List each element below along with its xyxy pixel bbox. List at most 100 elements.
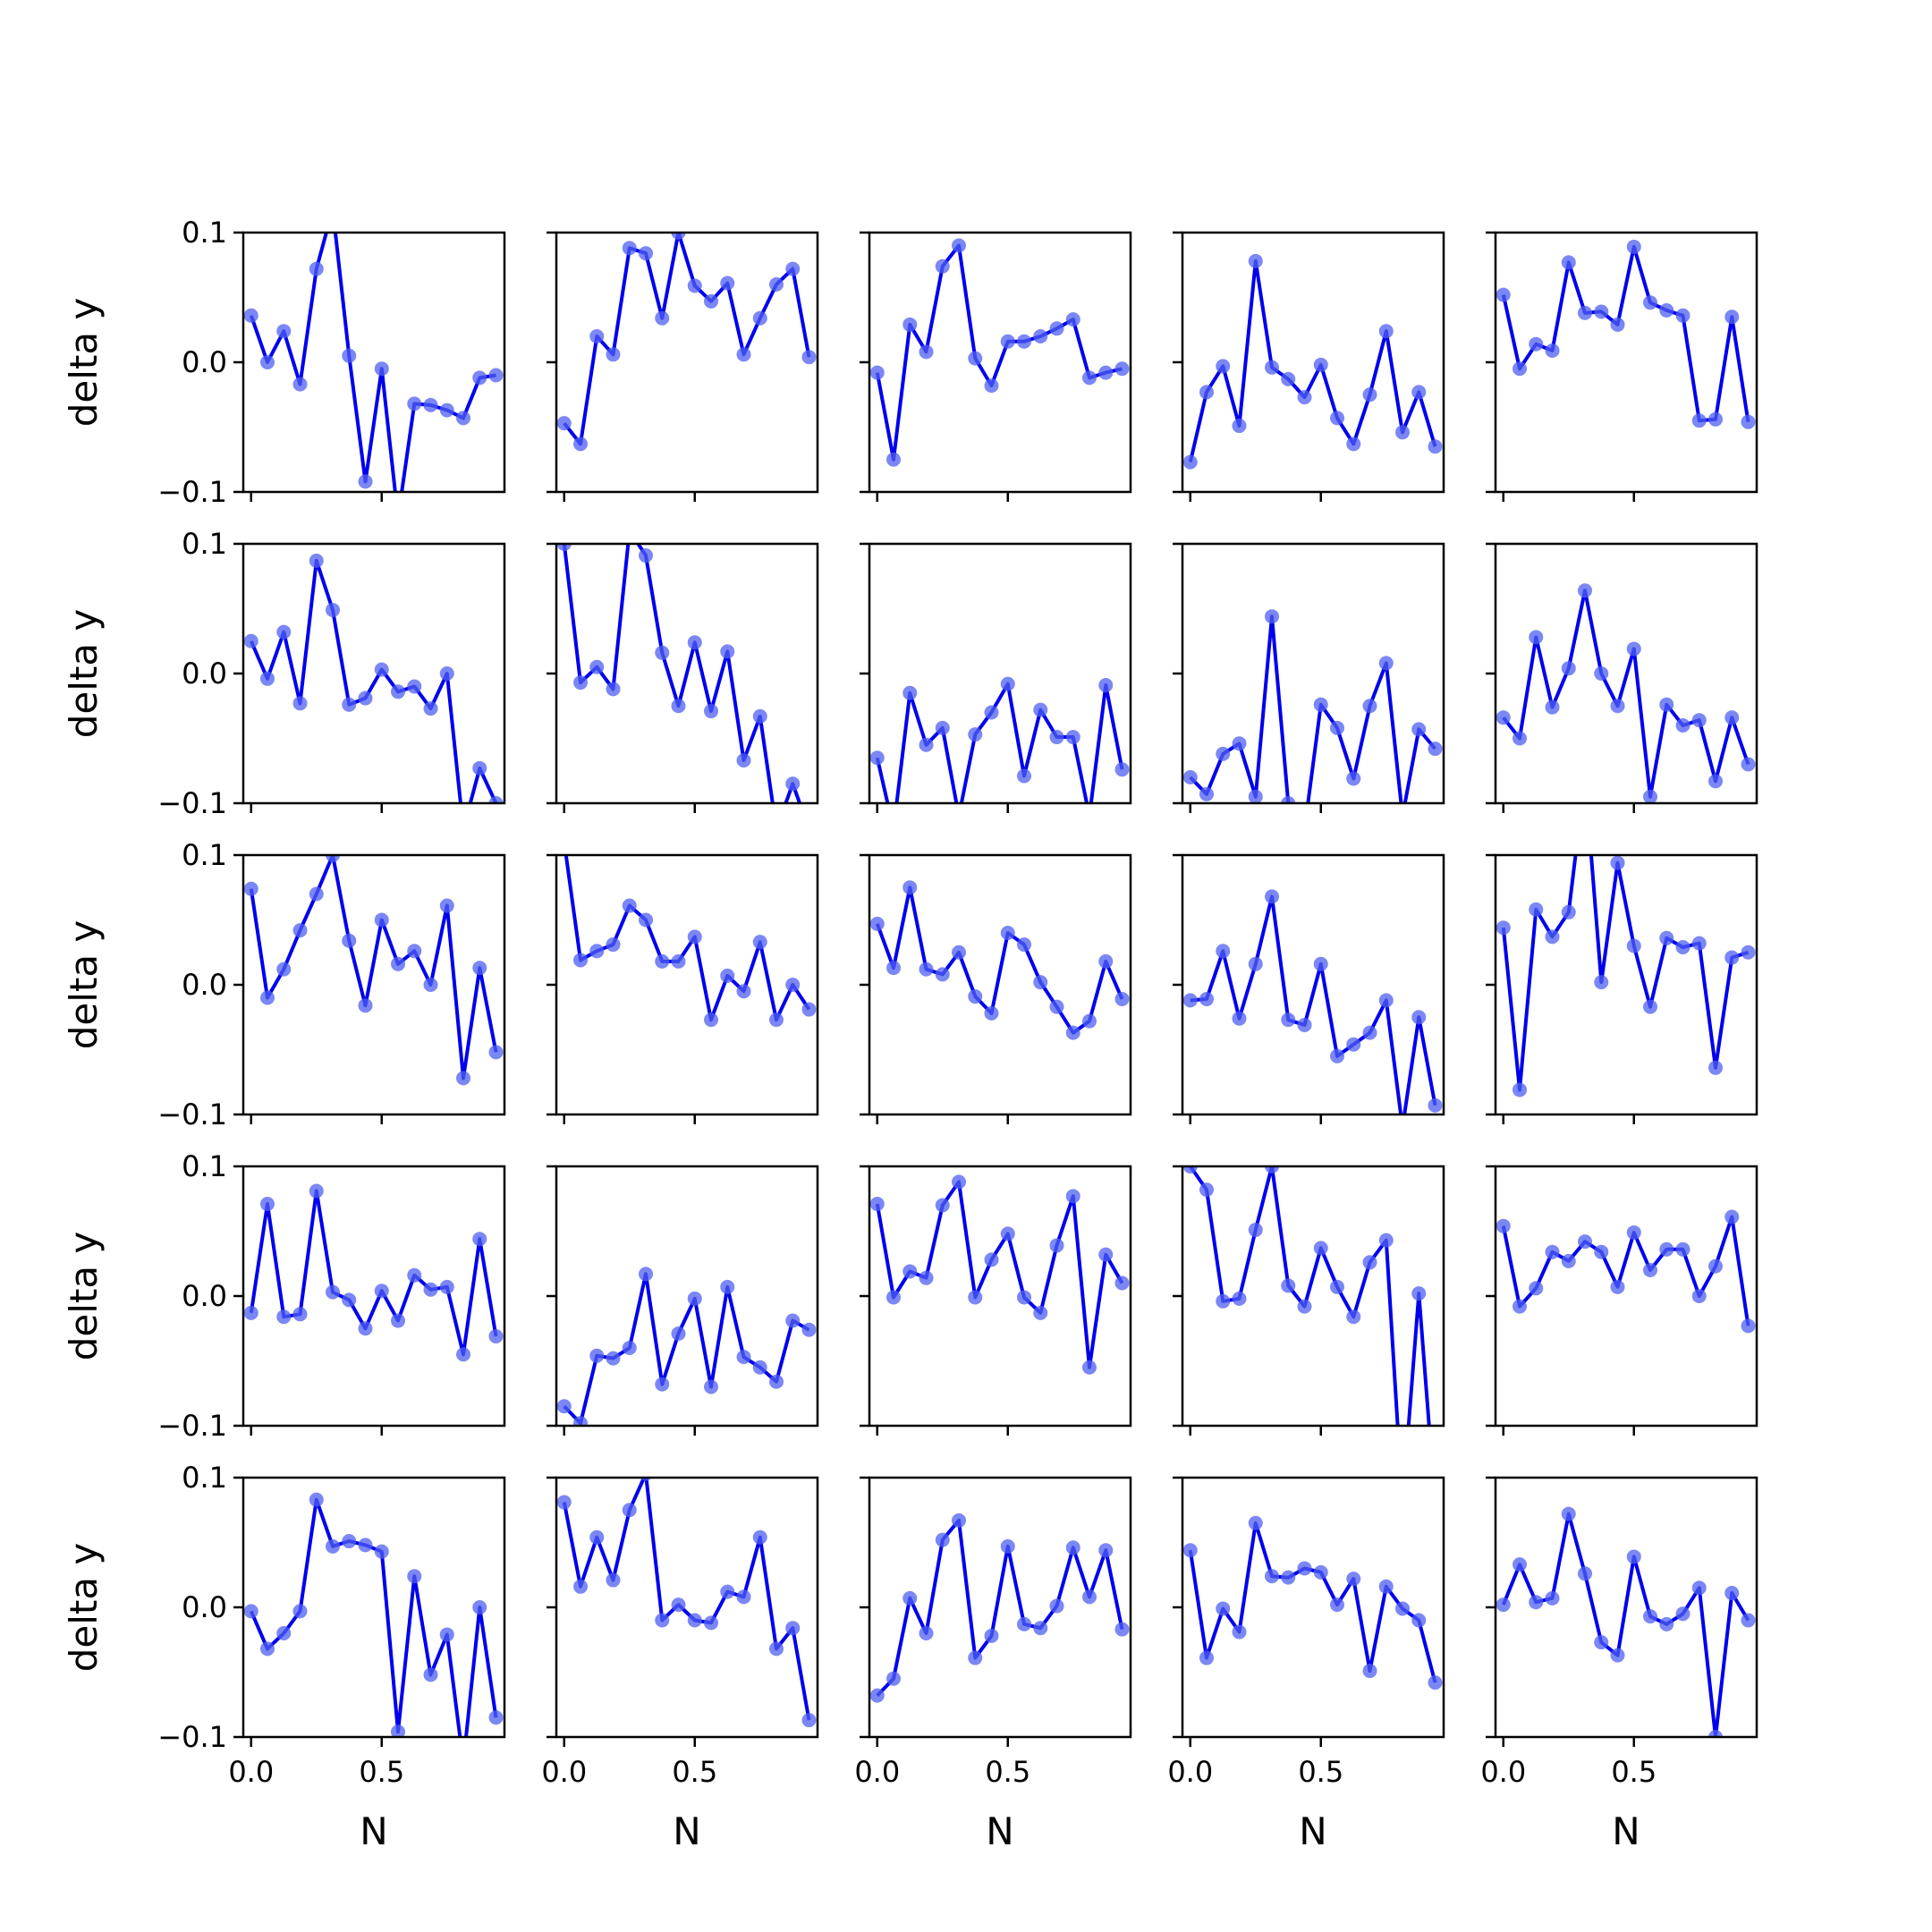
data-point	[720, 1279, 735, 1294]
data-point	[1428, 439, 1443, 454]
data-point	[687, 635, 702, 650]
data-point	[1232, 1291, 1247, 1306]
data-point	[902, 685, 918, 700]
data-point	[472, 760, 487, 775]
data-point	[769, 822, 784, 836]
data-point	[1428, 1496, 1443, 1511]
y-tick-label: 0.1	[182, 527, 227, 561]
data-point	[556, 1495, 572, 1510]
data-point	[589, 1530, 605, 1545]
data-point	[374, 912, 389, 928]
data-point	[488, 1710, 504, 1725]
series-line	[1189, 1166, 1431, 1426]
data-point	[752, 310, 767, 326]
data-point	[276, 624, 292, 640]
data-point	[606, 1351, 621, 1366]
data-point	[391, 511, 405, 525]
data-point	[968, 1290, 983, 1305]
data-point	[1724, 1209, 1740, 1224]
series-group	[243, 1492, 504, 1737]
data-point	[1513, 1299, 1528, 1314]
panel-frame	[242, 542, 506, 805]
data-point	[374, 1284, 389, 1299]
data-point	[1675, 718, 1690, 733]
data-point	[1411, 1613, 1427, 1628]
data-point	[952, 1513, 967, 1528]
panel-r1-c1	[547, 542, 819, 836]
data-point	[1578, 1566, 1593, 1581]
data-point	[1000, 1538, 1015, 1554]
data-point	[1330, 411, 1345, 426]
data-point	[1298, 822, 1312, 836]
data-point	[1232, 1624, 1247, 1640]
data-point	[1561, 904, 1576, 919]
data-point	[1065, 312, 1080, 327]
data-point	[687, 278, 702, 293]
data-point	[391, 1313, 406, 1328]
data-point	[655, 310, 670, 326]
x-axis-label: N	[1299, 1809, 1326, 1853]
data-point	[1395, 1496, 1410, 1511]
series-group	[869, 1513, 1130, 1703]
data-point	[1362, 1255, 1377, 1270]
data-point	[869, 1688, 885, 1703]
data-point	[1049, 1598, 1064, 1614]
data-point	[769, 277, 784, 292]
data-point	[1513, 1557, 1528, 1572]
data-point	[439, 666, 454, 681]
data-point	[1626, 239, 1641, 254]
data-point	[1082, 809, 1097, 824]
data-point	[1232, 736, 1247, 751]
data-point	[1529, 1281, 1544, 1296]
data-point	[902, 1590, 918, 1606]
data-point	[1378, 324, 1394, 339]
series-line	[563, 233, 811, 446]
data-point	[869, 750, 885, 766]
data-point	[309, 553, 324, 568]
data-point	[326, 602, 341, 617]
data-point	[886, 452, 902, 467]
x-axis-label: N	[360, 1809, 387, 1853]
y-axis-label: delta y	[62, 1543, 106, 1673]
data-point	[1017, 1616, 1032, 1631]
data-point	[243, 633, 258, 648]
data-point	[1248, 1223, 1263, 1238]
data-point	[1033, 1621, 1048, 1636]
panel-r0-c2	[860, 231, 1132, 502]
data-point	[1216, 359, 1231, 374]
data-point	[243, 308, 258, 323]
series-line	[1501, 1215, 1750, 1326]
panel-frame	[1181, 853, 1445, 1116]
data-point	[1033, 702, 1048, 717]
data-point	[1675, 308, 1690, 323]
x-axis-label: N	[986, 1809, 1013, 1853]
series-line	[249, 1497, 498, 1737]
data-point	[968, 989, 983, 1004]
data-point	[292, 1604, 308, 1619]
data-point	[1561, 661, 1576, 676]
series-group	[1496, 1506, 1756, 1737]
data-point	[1610, 1648, 1625, 1663]
data-point	[687, 1613, 702, 1628]
data-point	[260, 1641, 275, 1657]
y-tick-label: −0.1	[157, 1720, 227, 1754]
series-line	[564, 855, 811, 1022]
data-point	[1330, 1048, 1345, 1063]
data-point	[1561, 255, 1576, 270]
panel-r3-c2	[860, 1165, 1132, 1436]
data-point	[1017, 768, 1032, 784]
data-point	[919, 737, 934, 752]
data-point	[801, 1713, 817, 1728]
data-point	[1626, 1224, 1641, 1240]
data-point	[456, 822, 470, 836]
data-point	[902, 317, 918, 332]
series-group	[243, 233, 504, 525]
data-point	[1561, 1506, 1576, 1521]
data-point	[919, 962, 934, 977]
data-point	[1065, 1540, 1080, 1555]
data-point	[736, 753, 751, 768]
data-point	[358, 1538, 373, 1553]
data-point	[1033, 1305, 1048, 1320]
data-point	[935, 1532, 950, 1547]
